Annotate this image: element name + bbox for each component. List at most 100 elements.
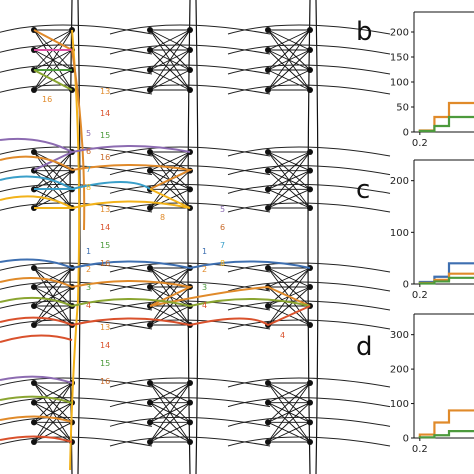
chain-label-g3r: 1 [202,247,207,256]
cell-edge [267,170,311,209]
horizontal-coupler [227,202,391,213]
cell-edge [149,382,191,443]
x-tick-label: 0.2 [412,138,428,149]
chain-label-g2r: 7 [220,241,225,250]
qubit-node [307,284,313,290]
chain-label-g3: 1 [86,247,91,256]
chain-label-b: 16 [100,259,110,268]
cell-edge [267,382,311,423]
cell-edge [33,29,73,91]
chain-orange-4 [0,415,73,423]
cell-edge [149,305,191,326]
cell-edge [149,49,191,91]
qubit-node [265,87,271,93]
qubit-node [147,87,153,93]
chain-label-g2r: 8 [220,259,225,268]
cell-edge [267,188,311,209]
qubit-node [147,284,153,290]
qubit-node [187,47,193,53]
cell-edge [267,29,311,71]
cell-edge [33,188,73,209]
qubit-node [265,27,271,33]
qubit-node [147,322,153,328]
horizontal-coupler [109,397,271,408]
qubit-node [307,47,313,53]
qubit-node [147,439,153,445]
qubit-node [187,27,193,33]
qubit-node [307,439,313,445]
horizontal-coupler [227,24,391,35]
y-tick-label: 150 [390,53,409,64]
chain-blue [0,258,311,270]
qubit-node [31,284,37,290]
horizontal-coupler [0,319,153,330]
chain-label-g3: 4 [86,301,91,310]
cell-edge [149,151,191,172]
qubit-node [307,87,313,93]
y-tick-label: 300 [390,330,409,341]
qubit-node [31,322,37,328]
qubit-node [147,167,153,174]
chain-label-g3: 3 [86,283,91,292]
horizontal-coupler [227,84,391,95]
chain-olive-4 [0,395,73,404]
qubit-node [265,419,271,426]
y-tick-label: 100 [390,228,409,239]
chain-label-b: 14 [100,223,110,232]
y-tick-label: 100 [390,399,409,410]
chain-label-8: 8 [160,213,165,222]
chain-orange-h [71,164,194,190]
chain-red-4 [0,435,73,443]
chain-orange-long [71,49,86,231]
qubit-node [147,419,153,426]
cell-edge [267,382,311,443]
chain-label-g3r: 2 [202,265,207,274]
cell-edge [149,29,191,51]
qubit-node [265,380,271,386]
chain-yellow [0,195,76,209]
qubit-node [265,265,271,271]
qubit-node [31,439,37,445]
cell-edge [149,267,191,288]
y-tick-label: 50 [396,103,409,114]
qubit-node [265,399,271,406]
y-tick-label: 200 [390,176,409,187]
horizontal-coupler [0,436,153,447]
horizontal-coupler [0,64,153,75]
horizontal-coupler [227,397,391,408]
histogram-step [418,430,474,439]
qubit-node [265,205,271,211]
chain-orange-3 [0,277,311,307]
horizontal-coupler [0,262,153,273]
cell-edge [267,382,311,404]
panel-b-letter: b [356,17,373,47]
qubit-node [265,67,271,73]
chain-label-g2r: 6 [220,223,225,232]
cell-edge [149,382,191,423]
cell-edge [267,267,311,288]
horizontal-coupler [109,262,271,273]
cell-edge [267,286,311,326]
qubit-node [147,27,153,33]
qubit-node [187,439,193,445]
horizontal-coupler [0,300,153,311]
chain-label-g2r: 5 [220,205,225,214]
cell-edge [33,267,73,326]
qubit-node [31,399,37,406]
qubit-node [187,380,193,386]
qubit-node [265,149,271,155]
chain-yellow-h [71,188,191,209]
chain-label-g3r: 3 [202,283,207,292]
qubit-node [187,67,193,73]
chain-label-g2: 5 [86,129,91,138]
qubit-node [307,27,313,33]
horizontal-coupler [0,397,153,408]
chain-label-g3: 2 [86,265,91,274]
horizontal-coupler [227,319,391,330]
qubit-node [265,186,271,193]
horizontal-coupler [227,44,391,55]
histogram-step [418,115,474,133]
cell-edge [149,29,191,91]
